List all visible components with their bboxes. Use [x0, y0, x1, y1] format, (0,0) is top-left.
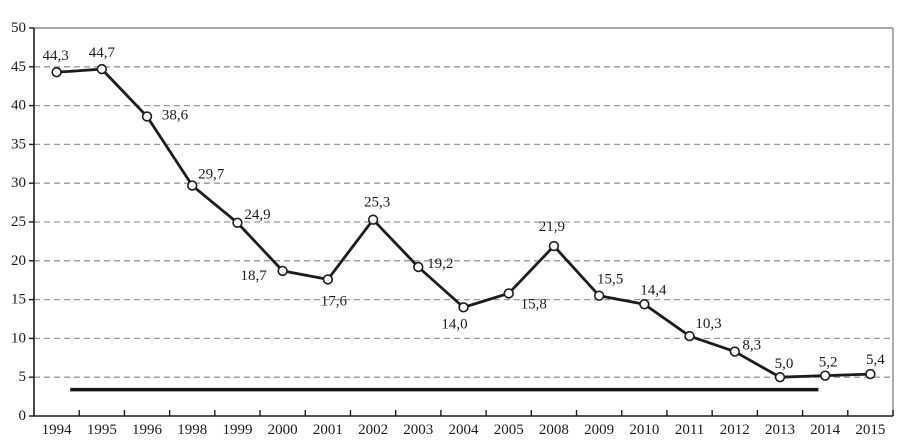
data-point-marker [96, 63, 108, 75]
x-tick-label: 2004 [449, 422, 480, 438]
data-point-label: 21,9 [539, 219, 565, 235]
data-point-marker [413, 261, 424, 273]
data-point-label: 5,0 [775, 356, 794, 372]
x-tick-label: 2012 [720, 422, 750, 438]
x-tick-label: 2014 [810, 422, 841, 438]
data-point-label: 14,0 [441, 316, 467, 332]
data-point-marker [503, 288, 514, 299]
data-point-label: 29,7 [198, 167, 225, 183]
x-tick-label: 1996 [132, 422, 163, 438]
data-point-marker [277, 265, 288, 277]
data-point-label: 10,3 [695, 316, 721, 332]
data-point-label: 25,3 [364, 195, 390, 211]
data-point-marker [639, 299, 650, 310]
data-point-label: 15,8 [521, 296, 547, 312]
y-tick-label: 15 [11, 292, 26, 308]
data-point-marker [141, 111, 153, 122]
data-point-label: 44,7 [89, 45, 116, 61]
data-point-label: 18,7 [241, 268, 268, 284]
x-tick-label: 2001 [313, 422, 343, 438]
x-tick-label: 2000 [268, 422, 298, 438]
data-point-label: 19,2 [427, 256, 453, 272]
x-tick-label: 1994 [42, 422, 73, 438]
data-point-marker [187, 180, 198, 191]
x-tick-label: 2002 [358, 422, 388, 438]
data-point-marker [51, 67, 62, 78]
data-point-marker [865, 368, 876, 380]
y-tick-label: 20 [11, 253, 26, 269]
x-tick-label: 1998 [177, 422, 207, 438]
x-tick-label: 2008 [539, 422, 569, 438]
y-tick-label: 0 [19, 408, 27, 424]
x-tick-label: 2010 [629, 422, 659, 438]
y-tick-label: 35 [11, 136, 26, 152]
data-point-marker [322, 274, 334, 285]
data-point-label: 24,9 [244, 207, 270, 223]
y-tick-label: 25 [11, 214, 26, 230]
data-point-label: 5,2 [819, 355, 838, 371]
data-point-marker [548, 240, 560, 252]
data-point-label: 14,4 [640, 282, 667, 298]
data-point-marker [232, 217, 243, 228]
x-tick-label: 2013 [765, 422, 795, 438]
y-tick-label: 30 [11, 175, 26, 191]
data-point-marker [774, 372, 786, 383]
data-point-marker [593, 290, 605, 301]
x-tick-label: 2009 [584, 422, 614, 438]
data-point-label: 17,6 [321, 293, 348, 309]
data-point-marker [684, 330, 695, 342]
data-point-label: 5,4 [866, 352, 885, 368]
data-point-label: 8,3 [742, 338, 761, 354]
data-point-marker [458, 302, 469, 313]
x-tick-label: 2011 [675, 422, 704, 438]
x-tick-label: 2015 [855, 422, 885, 438]
data-point-label: 44,3 [42, 48, 68, 64]
y-tick-label: 40 [11, 98, 26, 114]
data-point-label: 15,5 [597, 272, 623, 288]
x-tick-label: 2003 [403, 422, 433, 438]
data-point-marker [729, 346, 740, 357]
y-tick-label: 45 [11, 59, 26, 75]
data-point-marker [819, 370, 831, 381]
y-tick-label: 5 [19, 369, 27, 385]
data-point-marker [367, 214, 379, 225]
x-tick-label: 1999 [222, 422, 252, 438]
x-tick-label: 2005 [494, 422, 524, 438]
x-tick-label: 1995 [87, 422, 117, 438]
data-point-label: 38,6 [162, 107, 189, 123]
y-tick-label: 10 [11, 330, 26, 346]
y-tick-label: 50 [11, 20, 26, 36]
